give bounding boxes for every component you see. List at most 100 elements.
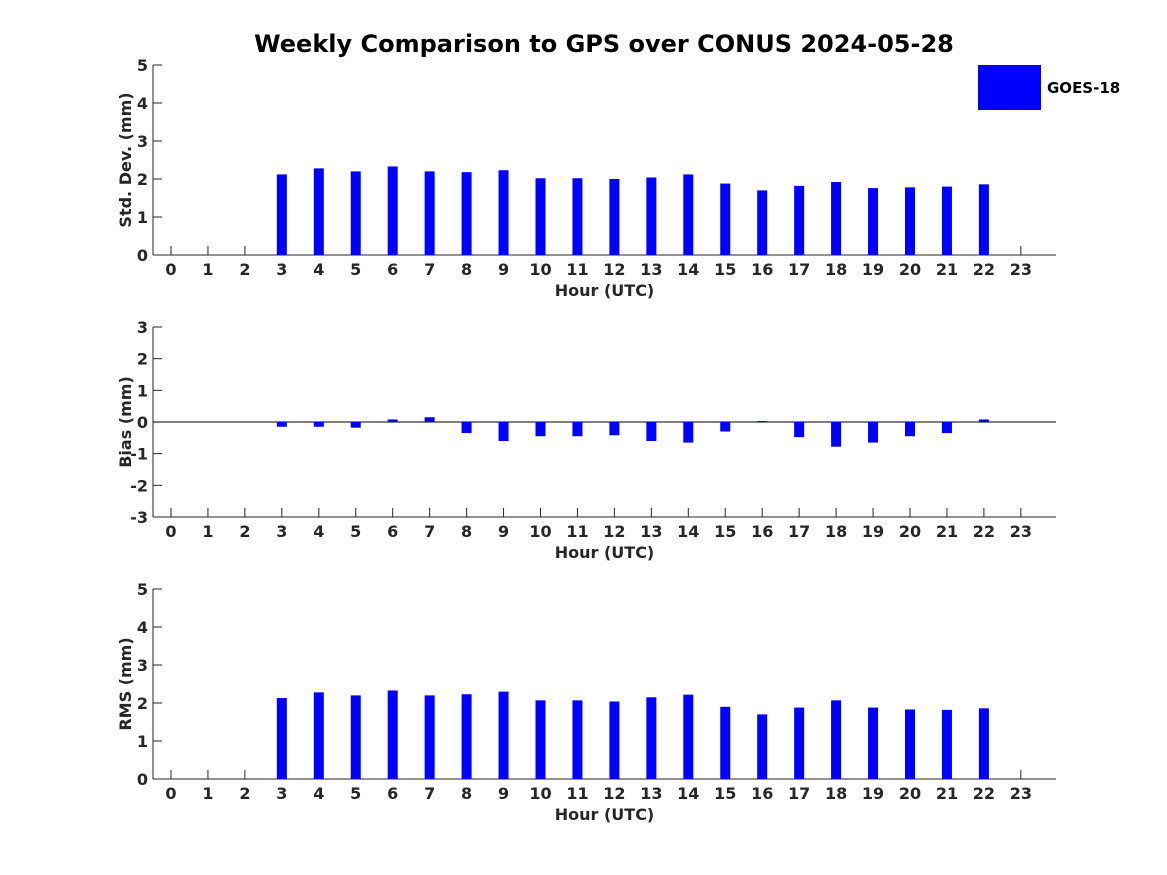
std-y-tick-label: 1 xyxy=(137,208,148,227)
rms-bar-hour-18 xyxy=(831,700,842,779)
rms-x-tick-label: 3 xyxy=(276,784,287,803)
std-x-tick-label: 5 xyxy=(350,260,361,279)
std-x-axis-label: Hour (UTC) xyxy=(555,281,655,300)
std-x-tick-label: 4 xyxy=(313,260,324,279)
bias-bar-hour-19 xyxy=(868,422,879,443)
std-y-tick-label: 3 xyxy=(137,132,148,151)
bias-x-tick-label: 5 xyxy=(350,522,361,541)
std-y-tick-label: 0 xyxy=(137,246,148,265)
rms-x-tick-label: 5 xyxy=(350,784,361,803)
std-bar-hour-15 xyxy=(720,183,731,255)
rms-x-tick-label: 19 xyxy=(862,784,884,803)
rms-x-tick-label: 23 xyxy=(1010,784,1032,803)
bias-x-tick-label: 18 xyxy=(825,522,847,541)
std-y-tick-label: 2 xyxy=(137,170,148,189)
rms-y-tick-label: 1 xyxy=(137,732,148,751)
bias-x-tick-label: 23 xyxy=(1010,522,1032,541)
std-bar-hour-12 xyxy=(609,179,620,255)
std-x-tick-label: 17 xyxy=(788,260,810,279)
std-bar-hour-10 xyxy=(535,178,546,255)
rms-x-tick-label: 7 xyxy=(424,784,435,803)
legend-label-goes-18: GOES-18 xyxy=(1047,79,1120,97)
std-bar-hour-17 xyxy=(794,185,805,255)
std-y-tick-label: 4 xyxy=(137,94,148,113)
std-x-tick-label: 9 xyxy=(498,260,509,279)
bias-x-tick-label: 21 xyxy=(936,522,958,541)
std-x-tick-label: 19 xyxy=(862,260,884,279)
rms-bar-hour-10 xyxy=(535,700,546,779)
bias-x-tick-label: 17 xyxy=(788,522,810,541)
rms-x-tick-label: 6 xyxy=(387,784,398,803)
std-bar-hour-5 xyxy=(350,171,361,255)
std-x-tick-label: 8 xyxy=(461,260,472,279)
std-bar-hour-18 xyxy=(831,182,842,255)
bias-bar-hour-18 xyxy=(831,422,842,447)
rms-x-tick-label: 9 xyxy=(498,784,509,803)
legend-swatch-goes-18 xyxy=(978,65,1041,110)
bias-bar-hour-15 xyxy=(720,422,731,432)
std-bar-hour-16 xyxy=(757,190,768,255)
rms-bar-hour-12 xyxy=(609,701,620,779)
std-x-tick-label: 14 xyxy=(677,260,699,279)
rms-y-tick-label: 2 xyxy=(137,694,148,713)
std-bar-hour-11 xyxy=(572,178,583,255)
bias-bar-hour-10 xyxy=(535,422,546,437)
std-bar-hour-22 xyxy=(978,184,989,255)
bias-x-tick-label: 20 xyxy=(899,522,921,541)
rms-x-tick-label: 0 xyxy=(165,784,176,803)
rms-y-tick-label: 0 xyxy=(137,770,148,789)
std-x-tick-label: 20 xyxy=(899,260,921,279)
rms-bar-hour-5 xyxy=(350,695,361,779)
std-x-tick-label: 12 xyxy=(603,260,625,279)
std-bar-hour-8 xyxy=(461,172,472,255)
std-bar-hour-14 xyxy=(683,174,694,255)
std-x-tick-label: 11 xyxy=(566,260,588,279)
rms-x-tick-label: 13 xyxy=(640,784,662,803)
bias-x-tick-label: 12 xyxy=(603,522,625,541)
std-bar-hour-9 xyxy=(498,170,509,255)
chart-title: Weekly Comparison to GPS over CONUS 2024… xyxy=(254,30,954,58)
bias-x-tick-label: 22 xyxy=(973,522,995,541)
std-x-tick-label: 23 xyxy=(1010,260,1032,279)
bias-bar-hour-8 xyxy=(461,422,472,434)
rms-bar-hour-11 xyxy=(572,700,583,779)
bias-x-tick-label: 9 xyxy=(498,522,509,541)
std-bar-hour-3 xyxy=(276,174,287,255)
rms-bar-hour-9 xyxy=(498,691,509,779)
rms-x-tick-label: 18 xyxy=(825,784,847,803)
rms-bar-hour-6 xyxy=(387,690,398,779)
std-x-tick-label: 18 xyxy=(825,260,847,279)
rms-x-tick-label: 10 xyxy=(529,784,551,803)
bias-x-tick-label: 8 xyxy=(461,522,472,541)
rms-bar-hour-19 xyxy=(868,707,879,779)
std-bar-hour-6 xyxy=(387,166,398,255)
rms-x-tick-label: 11 xyxy=(566,784,588,803)
rms-x-tick-label: 22 xyxy=(973,784,995,803)
bias-x-tick-label: 6 xyxy=(387,522,398,541)
bias-bar-hour-16 xyxy=(757,421,768,423)
std-bar-hour-19 xyxy=(868,188,879,255)
std-x-tick-label: 6 xyxy=(387,260,398,279)
rms-bar-hour-13 xyxy=(646,697,657,779)
std-x-tick-label: 15 xyxy=(714,260,736,279)
bias-bar-hour-21 xyxy=(941,422,952,434)
rms-x-tick-label: 21 xyxy=(936,784,958,803)
bias-y-tick-label: -1 xyxy=(130,445,148,464)
rms-y-tick-label: 3 xyxy=(137,656,148,675)
std-bar-hour-20 xyxy=(905,187,915,255)
bias-x-tick-label: 11 xyxy=(566,522,588,541)
bias-y-tick-label: -3 xyxy=(130,508,148,527)
rms-bar-hour-3 xyxy=(276,698,287,779)
rms-x-axis-label: Hour (UTC) xyxy=(555,805,655,824)
bias-x-tick-label: 10 xyxy=(529,522,551,541)
bias-y-tick-label: -2 xyxy=(130,476,148,495)
rms-x-tick-label: 4 xyxy=(313,784,324,803)
bias-x-tick-label: 3 xyxy=(276,522,287,541)
bias-y-tick-label: 0 xyxy=(137,413,148,432)
bias-x-tick-label: 7 xyxy=(424,522,435,541)
std-bar-hour-4 xyxy=(313,168,324,255)
bias-bar-hour-11 xyxy=(572,422,583,437)
bias-bar-hour-4 xyxy=(313,422,324,427)
